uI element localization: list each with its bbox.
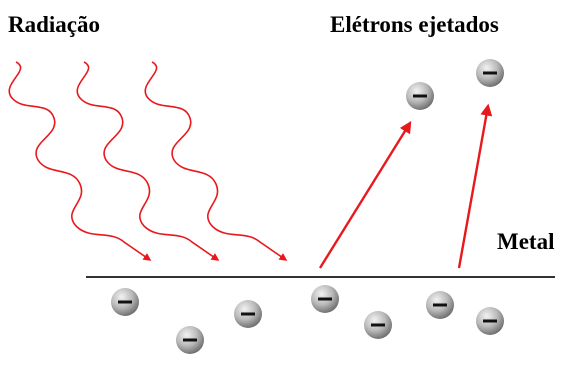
electron-icon	[111, 288, 139, 316]
wave-3	[144, 61, 288, 261]
electron-icon	[406, 82, 434, 110]
metal-label: Metal	[497, 229, 555, 254]
bound-electrons	[111, 285, 504, 354]
ejection-arrow-2	[457, 103, 493, 269]
wave-2	[76, 61, 220, 261]
minus-sign	[371, 323, 385, 327]
minus-sign	[318, 297, 332, 301]
minus-sign	[241, 312, 255, 316]
minus-sign	[183, 338, 197, 342]
electron-icon	[476, 59, 504, 87]
electron-icon	[364, 311, 392, 339]
ejection-arrows	[318, 103, 493, 269]
ejected-electrons-label: Elétrons ejetados	[330, 12, 499, 37]
minus-sign	[483, 71, 497, 75]
electron-icon	[426, 291, 454, 319]
electron-icon	[311, 285, 339, 313]
incident-waves	[8, 61, 288, 261]
electron-icon	[234, 300, 262, 328]
radiation-label: Radiação	[8, 12, 100, 37]
wave-1	[8, 61, 152, 261]
ejection-arrow-1	[318, 120, 412, 269]
electron-icon	[476, 307, 504, 335]
minus-sign	[483, 319, 497, 323]
minus-sign	[413, 94, 427, 98]
minus-sign	[118, 300, 132, 304]
ejected-electrons	[406, 59, 504, 110]
electron-icon	[176, 326, 204, 354]
minus-sign	[433, 303, 447, 307]
